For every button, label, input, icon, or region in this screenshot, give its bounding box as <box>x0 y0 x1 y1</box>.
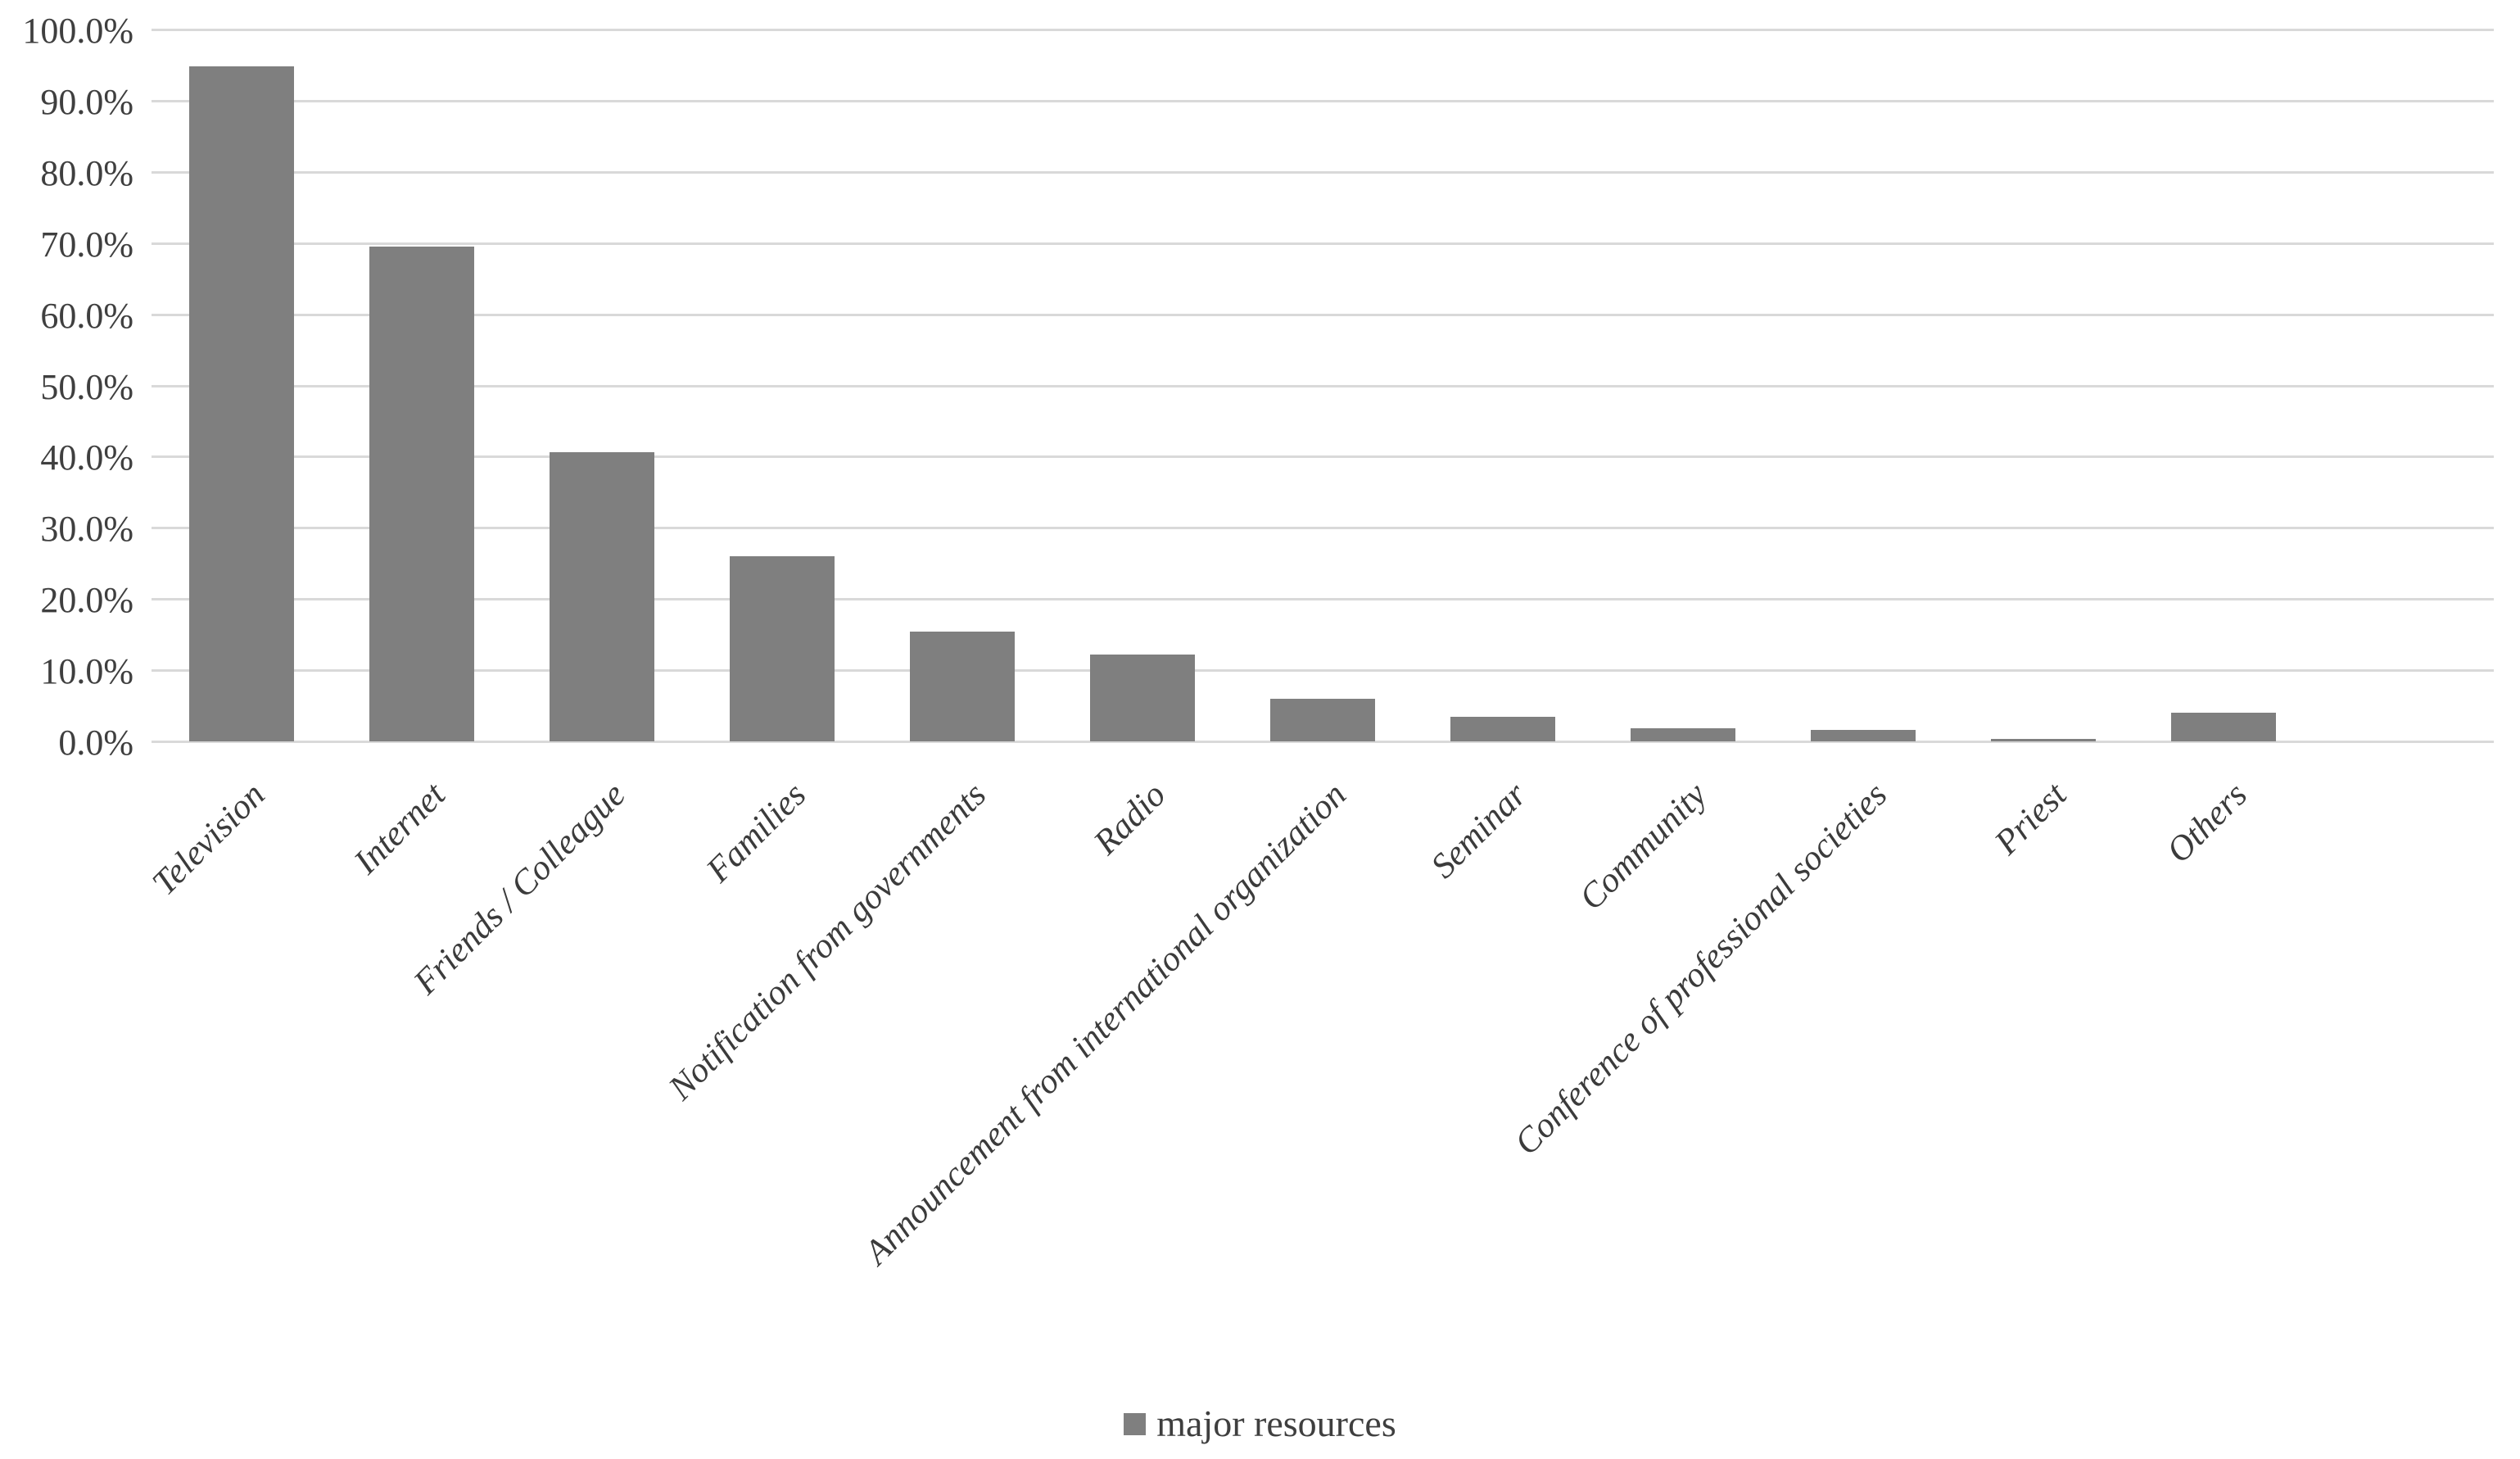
bar-seminar <box>1450 717 1555 741</box>
gridline <box>152 741 2494 743</box>
gridline <box>152 170 2494 174</box>
legend-series-label: major resources <box>1156 1402 1396 1444</box>
x-category-label: Television <box>145 775 273 904</box>
gridline <box>152 99 2494 102</box>
bar-friends-colleague <box>550 452 654 741</box>
bar-announcement-from-international-organization <box>1270 698 1375 741</box>
bar-conference-of-professional-societies <box>1811 730 1916 741</box>
bar-television <box>189 66 294 741</box>
bar-families <box>730 556 835 741</box>
x-category-label: Others <box>2159 775 2255 871</box>
gridline <box>152 313 2494 316</box>
bar-priest <box>1991 738 2096 741</box>
legend-square-marker-icon <box>1124 1412 1147 1435</box>
gridline <box>152 384 2494 387</box>
x-category-label: Seminar <box>1423 775 1534 886</box>
gridline <box>152 527 2494 530</box>
y-tick-label: 20.0% <box>40 580 133 621</box>
x-category-label: Families <box>699 775 813 890</box>
gridline <box>152 598 2494 601</box>
y-tick-label: 80.0% <box>40 152 133 193</box>
y-tick-label: 90.0% <box>40 81 133 122</box>
bar-notification-from-governments <box>910 632 1015 741</box>
gridline <box>152 29 2494 31</box>
y-tick-label: 30.0% <box>40 509 133 550</box>
y-tick-label: 100.0% <box>22 11 133 51</box>
x-category-label: Notification from governments <box>661 775 993 1108</box>
gridline <box>152 242 2494 245</box>
y-tick-label: 60.0% <box>40 295 133 336</box>
gridline <box>152 669 2494 673</box>
bar-others <box>2171 713 2276 741</box>
x-category-label: Priest <box>1987 775 2074 863</box>
x-category-label: Conference of professional societies <box>1507 775 1894 1163</box>
y-tick-label: 70.0% <box>40 224 133 265</box>
legend: major resources <box>0 1405 2520 1443</box>
bar-radio <box>1090 654 1195 741</box>
x-category-label: Internet <box>346 775 453 882</box>
x-category-label: Community <box>1572 775 1714 918</box>
y-tick-label: 10.0% <box>40 651 133 692</box>
x-category-label: Radio <box>1086 775 1174 863</box>
y-tick-label: 0.0% <box>58 723 133 763</box>
y-tick-label: 50.0% <box>40 366 133 407</box>
gridline <box>152 455 2494 459</box>
bar-community <box>1631 728 1735 741</box>
bar-internet <box>369 247 474 741</box>
y-tick-label: 40.0% <box>40 437 133 478</box>
